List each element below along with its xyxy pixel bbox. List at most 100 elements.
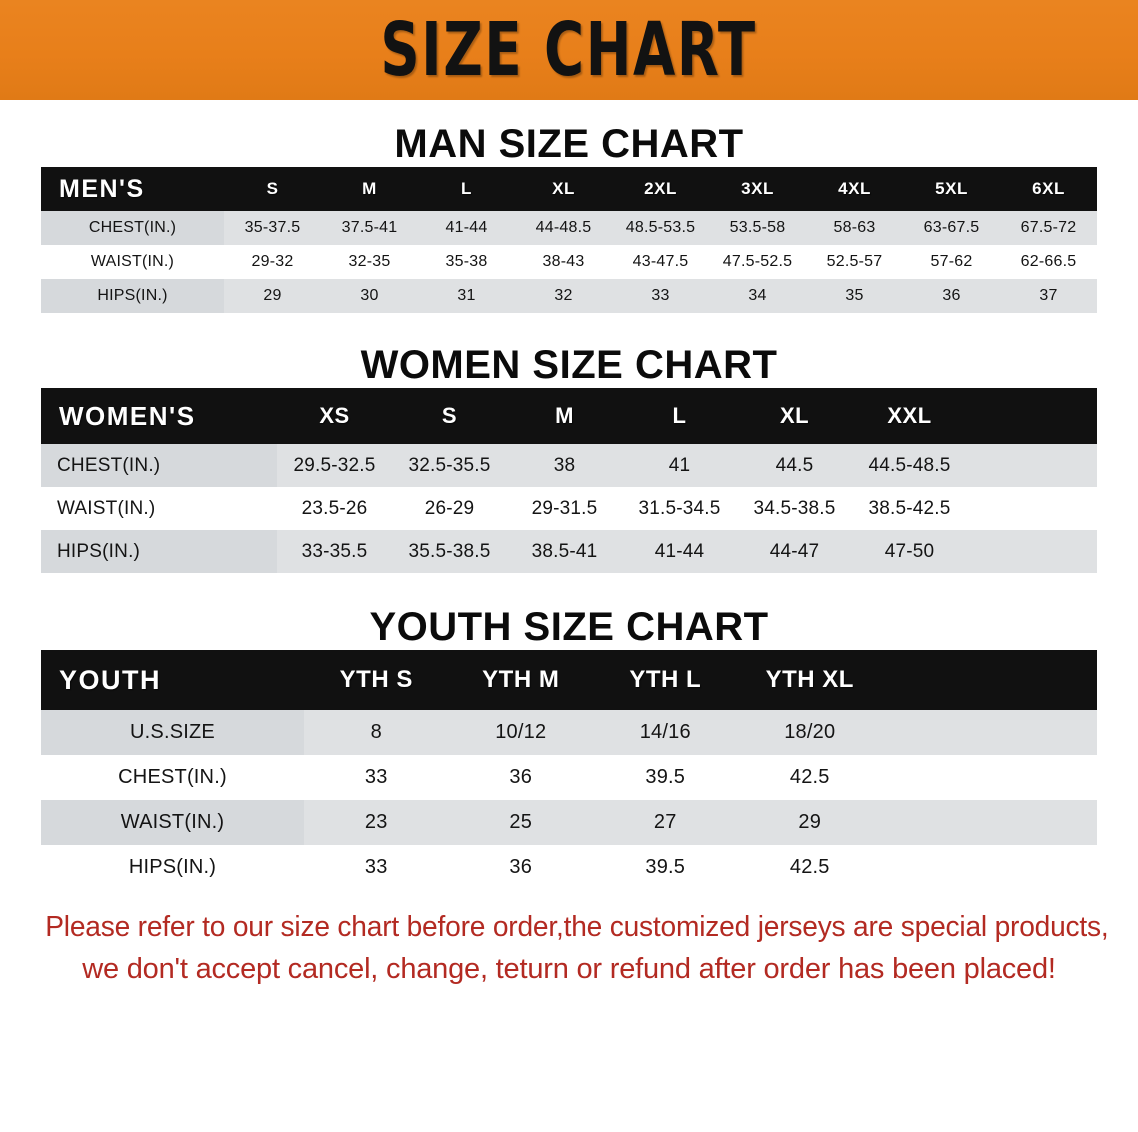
women-cell-1-5: 38.5-42.5 xyxy=(852,487,967,530)
youth-cell-3-0: 33 xyxy=(304,845,449,890)
youth-col-header-1: YTH M xyxy=(448,650,593,710)
women-cell-1-0: 23.5-26 xyxy=(277,487,392,530)
man-cell-1-3: 38-43 xyxy=(515,245,612,279)
youth-size-table: YOUTH YTH S YTH M YTH L YTH XL U.S.SIZE … xyxy=(41,650,1097,890)
youth-cell-1-0: 33 xyxy=(304,755,449,800)
man-size-table-wrapper: MEN'S S M L XL 2XL 3XL 4XL 5XL 6XL CHEST… xyxy=(41,167,1097,313)
man-cell-1-6: 52.5-57 xyxy=(806,245,903,279)
man-col-header-3: XL xyxy=(515,167,612,211)
man-cell-2-2: 31 xyxy=(418,279,515,313)
man-table-body: CHEST(IN.) 35-37.5 37.5-41 41-44 44-48.5… xyxy=(41,211,1097,313)
youth-cell-0-3: 18/20 xyxy=(737,710,882,755)
table-row: CHEST(IN.) 35-37.5 37.5-41 41-44 44-48.5… xyxy=(41,211,1097,245)
man-cell-2-3: 32 xyxy=(515,279,612,313)
women-cell-2-4: 44-47 xyxy=(737,530,852,573)
man-col-header-0: S xyxy=(224,167,321,211)
table-row: CHEST(IN.) 33 36 39.5 42.5 xyxy=(41,755,1097,800)
women-cell-2-5: 47-50 xyxy=(852,530,967,573)
man-col-header-2: L xyxy=(418,167,515,211)
women-cell-2-3: 41-44 xyxy=(622,530,737,573)
man-row-label-0: CHEST(IN.) xyxy=(41,211,224,245)
women-cell-2-2: 38.5-41 xyxy=(507,530,622,573)
women-corner-label: WOMEN'S xyxy=(41,388,277,444)
youth-cell-1-1: 36 xyxy=(448,755,593,800)
youth-table-body: U.S.SIZE 8 10/12 14/16 18/20 CHEST(IN.) … xyxy=(41,710,1097,890)
man-cell-1-0: 29-32 xyxy=(224,245,321,279)
youth-cell-2-0: 23 xyxy=(304,800,449,845)
table-row: HIPS(IN.) 33-35.5 35.5-38.5 38.5-41 41-4… xyxy=(41,530,1097,573)
women-row-label-0: CHEST(IN.) xyxy=(41,444,277,487)
women-cell-1-1: 26-29 xyxy=(392,487,507,530)
man-corner-label: MEN'S xyxy=(41,167,224,211)
women-row-spacer xyxy=(967,444,1097,487)
table-row: HIPS(IN.) 29 30 31 32 33 34 35 36 37 xyxy=(41,279,1097,313)
man-header-row: MEN'S S M L XL 2XL 3XL 4XL 5XL 6XL xyxy=(41,167,1097,211)
man-cell-2-0: 29 xyxy=(224,279,321,313)
youth-header-row: YOUTH YTH S YTH M YTH L YTH XL xyxy=(41,650,1097,710)
women-col-header-4: XL xyxy=(737,388,852,444)
youth-row-spacer xyxy=(882,755,1097,800)
women-row-label-1: WAIST(IN.) xyxy=(41,487,277,530)
women-col-header-0: XS xyxy=(277,388,392,444)
women-table-head: WOMEN'S XS S M L XL XXL xyxy=(41,388,1097,444)
youth-cell-1-2: 39.5 xyxy=(593,755,738,800)
youth-cell-0-1: 10/12 xyxy=(448,710,593,755)
women-row-spacer xyxy=(967,487,1097,530)
youth-cell-3-1: 36 xyxy=(448,845,593,890)
man-cell-2-6: 35 xyxy=(806,279,903,313)
women-section-title: WOMEN SIZE CHART xyxy=(360,343,778,387)
man-cell-2-1: 30 xyxy=(321,279,418,313)
footer-line-2: we don't accept cancel, change, teturn o… xyxy=(82,953,1056,986)
youth-cell-1-3: 42.5 xyxy=(737,755,882,800)
youth-row-label-3: HIPS(IN.) xyxy=(41,845,304,890)
man-cell-0-3: 44-48.5 xyxy=(515,211,612,245)
man-section-title: MAN SIZE CHART xyxy=(394,122,744,166)
man-row-label-1: WAIST(IN.) xyxy=(41,245,224,279)
man-col-header-8: 6XL xyxy=(1000,167,1097,211)
youth-corner-label: YOUTH xyxy=(41,650,304,710)
man-cell-1-5: 47.5-52.5 xyxy=(709,245,806,279)
man-cell-0-1: 37.5-41 xyxy=(321,211,418,245)
women-row-label-2: HIPS(IN.) xyxy=(41,530,277,573)
man-cell-2-7: 36 xyxy=(903,279,1000,313)
table-row: HIPS(IN.) 33 36 39.5 42.5 xyxy=(41,845,1097,890)
women-size-table-wrapper: WOMEN'S XS S M L XL XXL CHEST(IN.) 29.5-… xyxy=(41,388,1097,573)
women-col-header-1: S xyxy=(392,388,507,444)
man-col-header-1: M xyxy=(321,167,418,211)
youth-cell-2-1: 25 xyxy=(448,800,593,845)
youth-row-label-0: U.S.SIZE xyxy=(41,710,304,755)
page-title: SIZE CHART xyxy=(380,7,758,93)
man-cell-0-2: 41-44 xyxy=(418,211,515,245)
women-size-table: WOMEN'S XS S M L XL XXL CHEST(IN.) 29.5-… xyxy=(41,388,1097,573)
man-cell-1-8: 62-66.5 xyxy=(1000,245,1097,279)
man-cell-2-4: 33 xyxy=(612,279,709,313)
footer-line-1: Please refer to our size chart before or… xyxy=(45,911,1109,943)
man-cell-1-1: 32-35 xyxy=(321,245,418,279)
table-row: WAIST(IN.) 23 25 27 29 xyxy=(41,800,1097,845)
women-table-body: CHEST(IN.) 29.5-32.5 32.5-35.5 38 41 44.… xyxy=(41,444,1097,573)
youth-row-spacer xyxy=(882,800,1097,845)
man-cell-1-2: 35-38 xyxy=(418,245,515,279)
man-cell-0-5: 53.5-58 xyxy=(709,211,806,245)
women-cell-0-3: 41 xyxy=(622,444,737,487)
women-col-header-3: L xyxy=(622,388,737,444)
youth-header-spacer xyxy=(882,650,1097,710)
youth-row-label-1: CHEST(IN.) xyxy=(41,755,304,800)
man-cell-1-4: 43-47.5 xyxy=(612,245,709,279)
women-cell-1-4: 34.5-38.5 xyxy=(737,487,852,530)
page-banner: SIZE CHART xyxy=(0,0,1138,100)
women-cell-0-0: 29.5-32.5 xyxy=(277,444,392,487)
youth-col-header-3: YTH XL xyxy=(737,650,882,710)
youth-cell-0-2: 14/16 xyxy=(593,710,738,755)
women-header-spacer xyxy=(967,388,1097,444)
man-col-header-6: 4XL xyxy=(806,167,903,211)
man-col-header-4: 2XL xyxy=(612,167,709,211)
youth-col-header-2: YTH L xyxy=(593,650,738,710)
youth-cell-0-0: 8 xyxy=(304,710,449,755)
youth-cell-3-2: 39.5 xyxy=(593,845,738,890)
women-cell-2-0: 33-35.5 xyxy=(277,530,392,573)
man-cell-0-6: 58-63 xyxy=(806,211,903,245)
youth-section-title: YOUTH SIZE CHART xyxy=(369,605,769,649)
man-table-head: MEN'S S M L XL 2XL 3XL 4XL 5XL 6XL xyxy=(41,167,1097,211)
women-cell-0-4: 44.5 xyxy=(737,444,852,487)
